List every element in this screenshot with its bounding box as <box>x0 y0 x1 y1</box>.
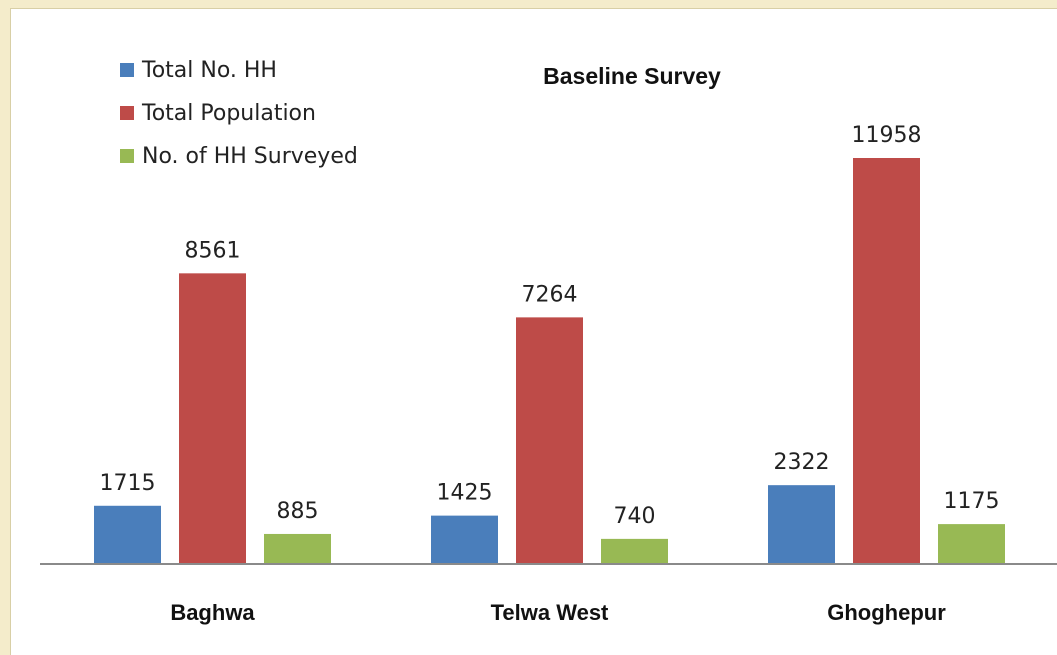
legend-swatch <box>120 149 134 163</box>
category-label: Baghwa <box>170 600 255 625</box>
chart-title: Baseline Survey <box>543 63 721 89</box>
value-label: 1175 <box>944 489 1000 514</box>
category-labels: Baghwa Telwa West Ghoghepur <box>170 600 946 625</box>
category-label: Telwa West <box>491 600 609 625</box>
bars <box>94 158 1005 564</box>
bar-telwa-west-0 <box>431 515 498 564</box>
category-label: Ghoghepur <box>827 600 946 625</box>
bar-baghwa-2 <box>264 533 331 564</box>
bar-baghwa-1 <box>179 273 246 564</box>
value-label: 885 <box>277 499 319 524</box>
value-label: 740 <box>614 504 656 529</box>
value-labels: 1715 8561 885 1425 7264 740 2322 11958 1175 <box>100 123 1000 529</box>
bar-baghwa-0 <box>94 505 161 564</box>
bar-ghoghepur-0 <box>768 485 835 564</box>
value-label: 7264 <box>522 282 578 307</box>
bar-telwa-west-2 <box>601 538 668 564</box>
bar-telwa-west-1 <box>516 317 583 564</box>
legend-label: Total Population <box>141 101 316 126</box>
bar-ghoghepur-1 <box>853 158 920 564</box>
legend-swatch <box>120 63 134 77</box>
legend-swatch <box>120 106 134 120</box>
value-label: 2322 <box>774 450 830 475</box>
legend-label: No. of HH Surveyed <box>142 144 358 169</box>
value-label: 1425 <box>437 481 493 506</box>
bar-ghoghepur-2 <box>938 524 1005 564</box>
value-label: 1715 <box>100 471 156 496</box>
value-label: 11958 <box>852 123 922 148</box>
legend: Total No. HH Total Population No. of HH Su… <box>120 58 358 169</box>
legend-label: Total No. HH <box>141 58 277 83</box>
value-label: 8561 <box>185 238 241 263</box>
